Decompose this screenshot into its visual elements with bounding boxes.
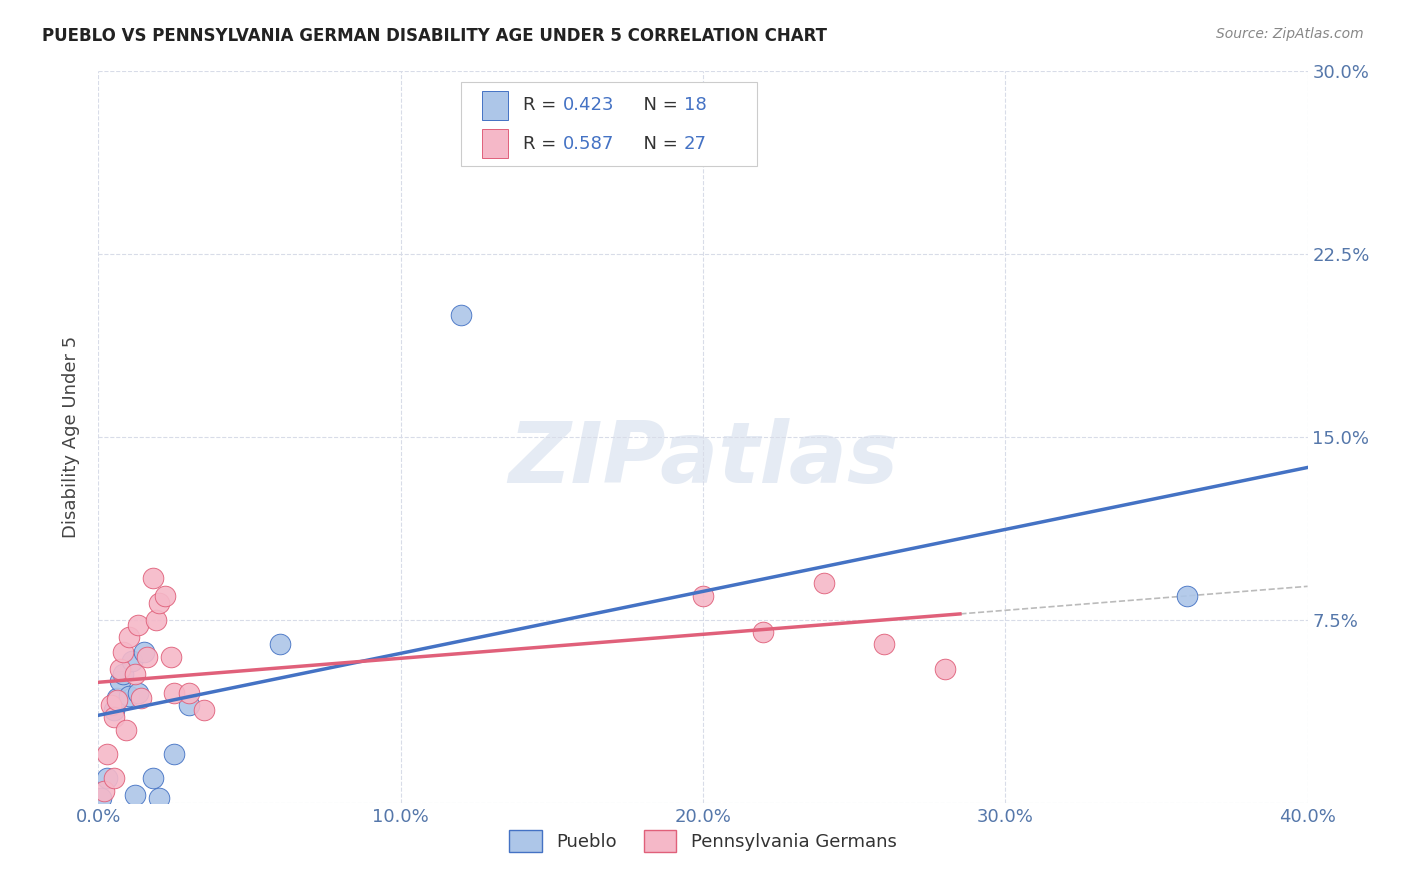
Point	[179, 698, 201, 713]
Legend: Pueblo, Pennsylvania Germans: Pueblo, Pennsylvania Germans	[502, 823, 904, 860]
Point	[127, 686, 149, 700]
Text: 18: 18	[683, 96, 706, 114]
Point	[450, 308, 472, 322]
Point	[142, 572, 165, 586]
Text: ZIPatlas: ZIPatlas	[508, 417, 898, 500]
Point	[148, 596, 170, 610]
Point	[114, 723, 136, 737]
Point	[103, 710, 125, 724]
Point	[105, 690, 128, 705]
Point	[873, 637, 896, 651]
Point	[135, 649, 157, 664]
Point	[153, 589, 176, 603]
Point	[179, 686, 201, 700]
Point	[934, 662, 956, 676]
Text: R =: R =	[523, 96, 562, 114]
Y-axis label: Disability Age Under 5: Disability Age Under 5	[62, 336, 80, 538]
FancyBboxPatch shape	[482, 129, 509, 158]
Text: 0.423: 0.423	[562, 96, 614, 114]
Text: Source: ZipAtlas.com: Source: ZipAtlas.com	[1216, 27, 1364, 41]
Point	[160, 649, 183, 664]
Point	[121, 654, 143, 668]
Point	[163, 747, 186, 761]
Point	[813, 576, 835, 591]
Point	[118, 689, 141, 703]
Point	[100, 698, 122, 713]
Text: 27: 27	[683, 135, 707, 153]
Point	[103, 772, 125, 786]
Point	[96, 747, 118, 761]
Point	[105, 693, 128, 707]
FancyBboxPatch shape	[461, 82, 758, 167]
Point	[90, 791, 112, 805]
Point	[752, 625, 775, 640]
Point	[108, 662, 131, 676]
Point	[269, 637, 291, 651]
FancyBboxPatch shape	[482, 91, 509, 120]
Point	[93, 783, 115, 797]
Point	[193, 703, 215, 717]
Text: 0.587: 0.587	[562, 135, 614, 153]
Point	[692, 589, 714, 603]
Text: N =: N =	[631, 135, 683, 153]
Point	[127, 617, 149, 632]
Point	[148, 791, 170, 805]
Point	[124, 666, 146, 681]
Point	[103, 703, 125, 717]
Text: PUEBLO VS PENNSYLVANIA GERMAN DISABILITY AGE UNDER 5 CORRELATION CHART: PUEBLO VS PENNSYLVANIA GERMAN DISABILITY…	[42, 27, 827, 45]
Point	[132, 645, 155, 659]
Point	[108, 673, 131, 688]
Point	[111, 645, 134, 659]
Text: N =: N =	[631, 96, 683, 114]
Point	[111, 666, 134, 681]
Point	[96, 772, 118, 786]
Point	[142, 772, 165, 786]
Point	[163, 686, 186, 700]
Text: R =: R =	[523, 135, 562, 153]
Point	[124, 789, 146, 803]
Point	[145, 613, 167, 627]
Point	[1175, 589, 1198, 603]
Point	[129, 690, 152, 705]
Point	[118, 630, 141, 644]
